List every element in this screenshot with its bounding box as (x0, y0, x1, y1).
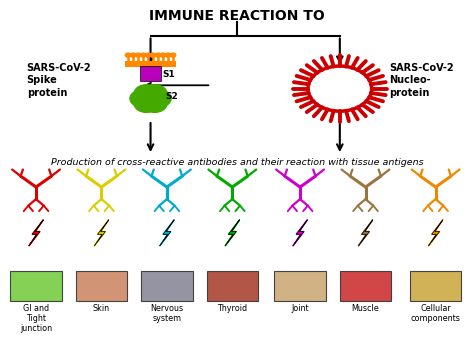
FancyBboxPatch shape (140, 66, 161, 81)
Polygon shape (358, 220, 373, 246)
Circle shape (130, 90, 154, 107)
Text: IMMUNE REACTION TO: IMMUNE REACTION TO (149, 9, 325, 23)
Text: Production of cross-reactive antibodies and their reaction with tissue antigens: Production of cross-reactive antibodies … (51, 158, 423, 167)
Circle shape (313, 69, 367, 108)
Circle shape (160, 53, 166, 57)
Polygon shape (29, 220, 43, 246)
Circle shape (143, 85, 167, 102)
Polygon shape (428, 220, 443, 246)
Circle shape (130, 53, 136, 57)
Polygon shape (160, 220, 174, 246)
Circle shape (165, 53, 171, 57)
Polygon shape (293, 220, 307, 246)
Text: S2: S2 (165, 92, 178, 101)
FancyBboxPatch shape (141, 271, 192, 301)
Circle shape (140, 53, 146, 57)
Text: GI and
Tight
junction: GI and Tight junction (20, 304, 52, 333)
Circle shape (141, 92, 160, 105)
Circle shape (135, 53, 141, 57)
Text: Joint: Joint (292, 304, 309, 313)
Circle shape (143, 95, 167, 112)
Circle shape (155, 53, 161, 57)
FancyBboxPatch shape (207, 271, 258, 301)
Circle shape (134, 95, 158, 112)
Circle shape (147, 90, 171, 107)
Text: SARS-CoV-2
Spike
protein: SARS-CoV-2 Spike protein (27, 63, 91, 98)
FancyBboxPatch shape (76, 271, 127, 301)
Circle shape (134, 85, 158, 102)
Circle shape (150, 53, 156, 57)
FancyBboxPatch shape (410, 271, 461, 301)
Text: Muscle: Muscle (352, 304, 379, 313)
FancyBboxPatch shape (340, 271, 391, 301)
Text: Skin: Skin (93, 304, 110, 313)
FancyBboxPatch shape (274, 271, 326, 301)
Circle shape (125, 53, 131, 57)
Text: Thyroid: Thyroid (217, 304, 247, 313)
Text: SARS-CoV-2
Nucleo-
protein: SARS-CoV-2 Nucleo- protein (389, 63, 454, 98)
Text: Cellular
components: Cellular components (410, 304, 461, 323)
Polygon shape (94, 220, 109, 246)
Polygon shape (225, 220, 239, 246)
Circle shape (170, 53, 176, 57)
FancyBboxPatch shape (10, 271, 62, 301)
Circle shape (145, 53, 151, 57)
FancyBboxPatch shape (125, 61, 176, 67)
Text: S1: S1 (162, 69, 175, 79)
Text: Nervous
system: Nervous system (150, 304, 183, 323)
